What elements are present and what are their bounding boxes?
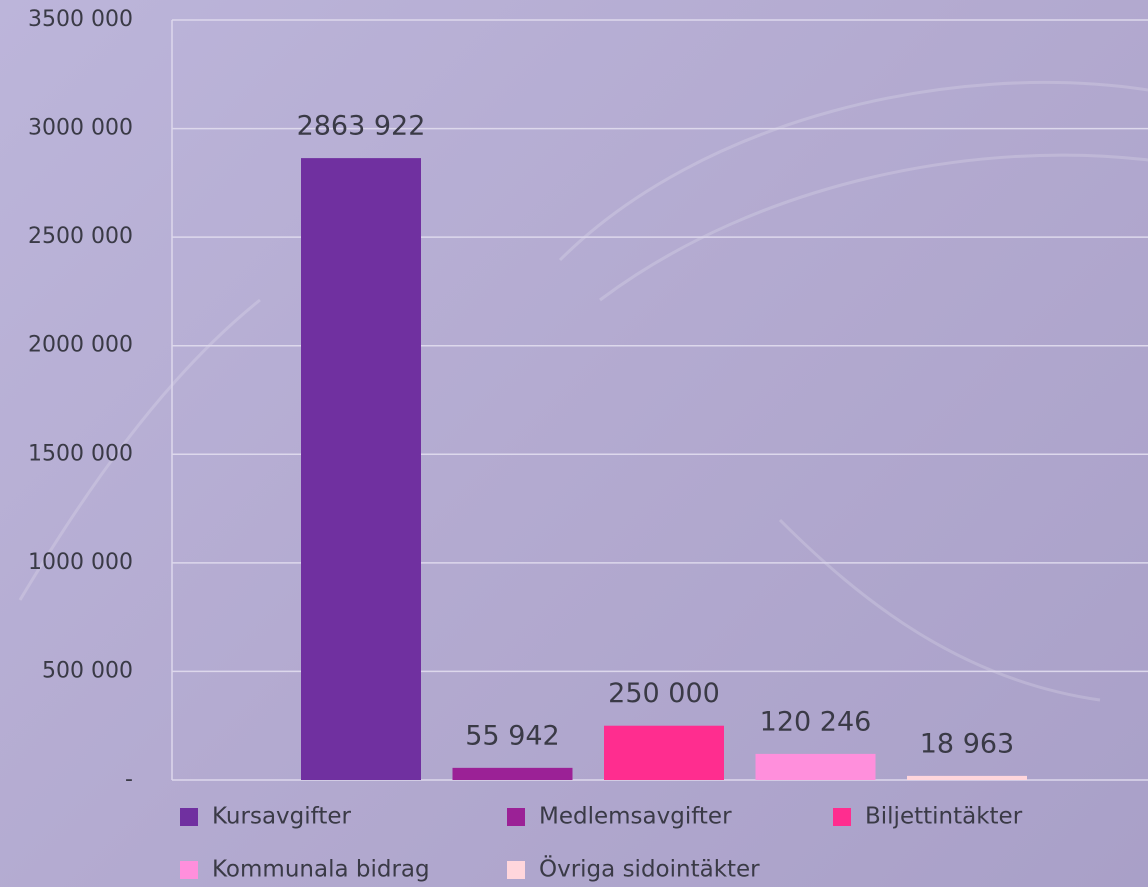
page: {"chart_data": {"type": "bar", "categori… [0, 0, 1148, 887]
legend-swatch [180, 808, 198, 826]
legend-label: Kommunala bidrag [212, 857, 430, 883]
background-decoration [20, 82, 1148, 700]
y-tick-label: 1000 000 [28, 550, 133, 575]
value-label: 250 000 [608, 678, 720, 709]
y-tick-label: - [125, 767, 133, 792]
bar [453, 768, 573, 780]
legend-swatch [180, 861, 198, 879]
legend-swatch [507, 808, 525, 826]
legend-swatch [833, 808, 851, 826]
legend-swatch [507, 861, 525, 879]
value-label: 2863 922 [297, 111, 426, 142]
chart: - 500 000 1000 000 1500 000 2000 000 2500 000… [0, 0, 1148, 887]
value-label: 55 942 [465, 720, 559, 751]
y-tick-label: 2000 000 [28, 333, 133, 358]
legend-label: Biljettintäkter [865, 804, 1023, 830]
legend-label: Övriga sidointäkter [539, 855, 760, 883]
bar [604, 726, 724, 780]
y-tick-label: 3500 000 [28, 7, 133, 32]
bar [301, 158, 421, 780]
legend-label: Kursavgifter [212, 804, 352, 830]
value-label: 18 963 [920, 728, 1014, 759]
y-tick-label: 1500 000 [28, 441, 133, 466]
y-tick-label: 500 000 [42, 658, 133, 683]
bar [907, 776, 1027, 780]
y-tick-label: 2500 000 [28, 224, 133, 249]
bar [756, 754, 876, 780]
legend-label: Medlemsavgifter [539, 804, 732, 830]
y-tick-label: 3000 000 [28, 116, 133, 141]
value-label: 120 246 [760, 706, 872, 737]
